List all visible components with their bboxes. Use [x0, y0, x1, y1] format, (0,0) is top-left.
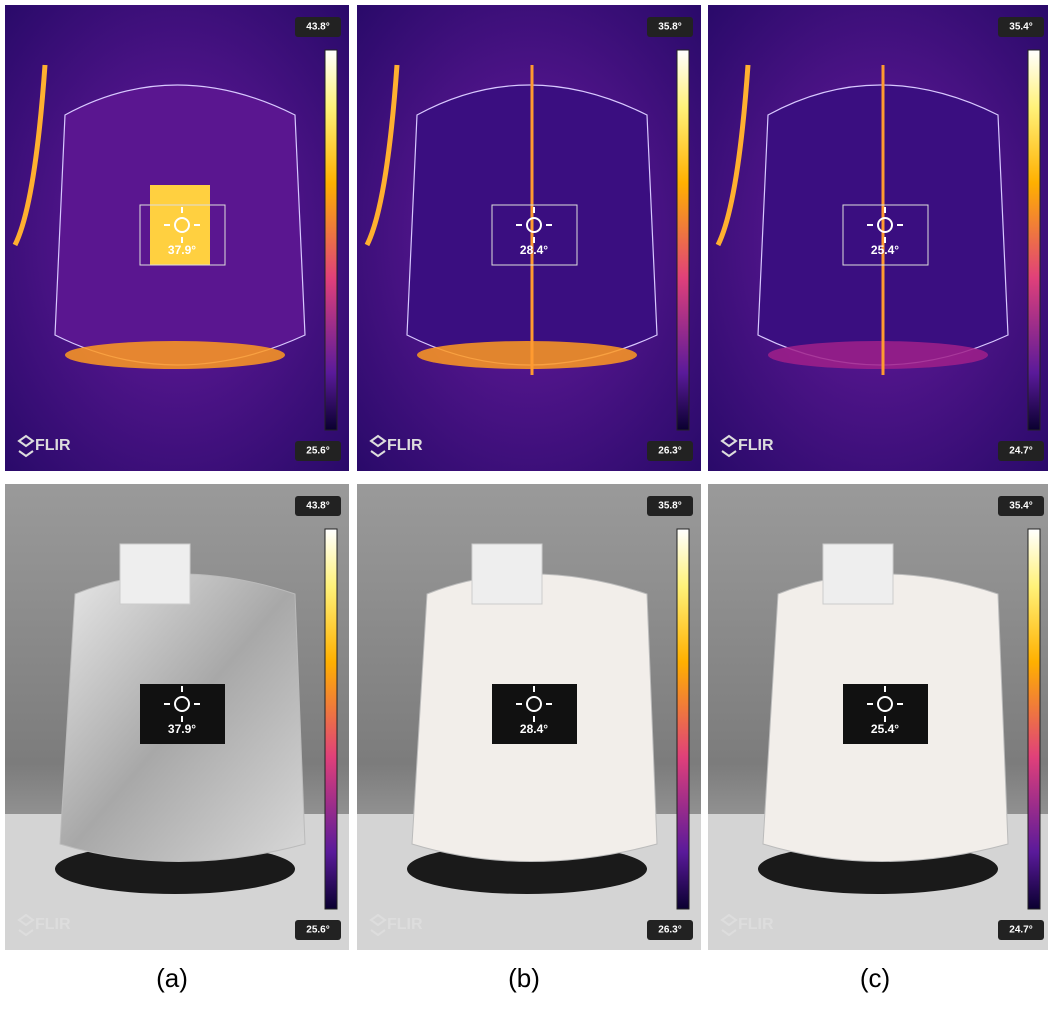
flir-logo: FLIR — [387, 437, 423, 454]
max-temperature: 35.8° — [658, 501, 681, 512]
max-temperature: 35.8° — [658, 22, 681, 33]
color-bar — [1028, 50, 1040, 430]
panel-caption: (b) — [508, 963, 540, 993]
color-bar — [1028, 529, 1040, 909]
flir-logo: FLIR — [738, 916, 774, 933]
min-temperature: 24.7° — [1009, 925, 1032, 936]
flir-logo: FLIR — [738, 437, 774, 454]
color-bar — [677, 529, 689, 909]
flir-logo: FLIR — [35, 916, 71, 933]
figure: 37.9° 43.8° 25.6° FLIR 37.9° 43.8° 25.6° FLIR (a… — [0, 0, 1048, 1005]
socket — [823, 544, 893, 604]
min-temperature: 26.3° — [658, 925, 681, 936]
min-temperature: 24.7° — [1009, 446, 1032, 457]
thermal-image: 37.9° 43.8° 25.6° FLIR — [5, 5, 349, 471]
visual-image: 25.4° 35.4° 24.7° FLIR — [708, 484, 1048, 950]
panel-caption: (a) — [156, 963, 188, 993]
max-temperature: 43.8° — [306, 501, 329, 512]
flir-logo: FLIR — [35, 437, 71, 454]
socket — [120, 544, 190, 604]
max-temperature: 35.4° — [1009, 22, 1032, 33]
min-temperature: 25.6° — [306, 925, 329, 936]
spot-temperature: 28.4° — [520, 722, 548, 736]
base-glow — [417, 341, 637, 369]
spot-temperature: 25.4° — [871, 722, 899, 736]
base-glow — [65, 341, 285, 369]
spot-temperature: 28.4° — [520, 243, 548, 257]
spot-temperature: 37.9° — [168, 243, 196, 257]
min-temperature: 25.6° — [306, 446, 329, 457]
spot-temperature: 37.9° — [168, 722, 196, 736]
max-temperature: 43.8° — [306, 22, 329, 33]
visual-image: 37.9° 43.8° 25.6° FLIR — [5, 484, 349, 950]
panel-caption: (c) — [860, 963, 890, 993]
color-bar — [325, 529, 337, 909]
max-temperature: 35.4° — [1009, 501, 1032, 512]
min-temperature: 26.3° — [658, 446, 681, 457]
base-glow — [768, 341, 988, 369]
thermal-image: 25.4° 35.4° 24.7° FLIR — [708, 5, 1048, 471]
flir-logo: FLIR — [387, 916, 423, 933]
socket — [472, 544, 542, 604]
spot-temperature: 25.4° — [871, 243, 899, 257]
color-bar — [677, 50, 689, 430]
color-bar — [325, 50, 337, 430]
visual-image: 28.4° 35.8° 26.3° FLIR — [357, 484, 701, 950]
thermal-image: 28.4° 35.8° 26.3° FLIR — [357, 5, 701, 471]
